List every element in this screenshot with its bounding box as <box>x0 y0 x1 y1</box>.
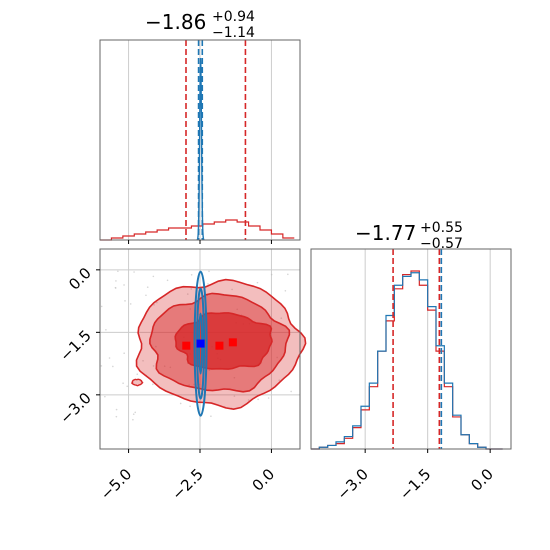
x-title-plus: +0.94 <box>212 9 255 25</box>
scatter-point <box>290 390 292 393</box>
scatter-point <box>256 281 259 284</box>
scatter-point <box>115 408 118 411</box>
scatter-point <box>190 273 193 276</box>
scatter-point <box>115 415 118 418</box>
red-marginal-histogram <box>100 219 295 241</box>
scatter-point <box>123 284 125 286</box>
y-marginal-tick-label: −1.5 <box>396 465 434 503</box>
y-marginal-frame <box>310 248 512 450</box>
scatter-point <box>142 359 144 362</box>
scatter-point <box>163 365 166 368</box>
red-marker <box>215 341 224 350</box>
scatter-point <box>193 383 195 386</box>
y-marginal-panel: −3.0 −1.5 0.0 <box>310 248 512 504</box>
scatter-point <box>233 395 236 397</box>
scatter-point <box>152 275 155 278</box>
x-marginal-title: −1.86 +0.94 −1.14 <box>145 9 255 41</box>
blue-marker <box>196 339 205 348</box>
red-y-histogram <box>311 270 503 450</box>
scatter-point <box>133 271 135 273</box>
scatter-point <box>124 300 126 302</box>
scatter-point <box>114 286 117 289</box>
scatter-point <box>287 273 289 276</box>
joint-y-tick-label: 0.0 <box>65 264 95 294</box>
scatter-point <box>270 273 273 276</box>
scatter-point <box>156 301 158 304</box>
scatter-point <box>112 365 114 368</box>
joint-x-tick-label: 0.0 <box>249 465 279 495</box>
joint-contour-panel: −5.0 −2.5 0.0 0.0 −1.5 −3.0 <box>56 248 307 504</box>
y-marginal-tick-label: −3.0 <box>334 465 372 503</box>
scatter-point <box>145 294 147 297</box>
scatter-point <box>207 283 209 285</box>
blue-marginal-histogram <box>196 57 205 241</box>
blue-contour-outer <box>193 270 208 417</box>
scatter-point <box>132 413 135 416</box>
scatter-point <box>126 385 129 388</box>
joint-x-tick-label: −2.5 <box>168 465 206 503</box>
y-marginal-tick-label: 0.0 <box>467 465 497 495</box>
scatter-point <box>247 399 250 401</box>
scatter-point <box>280 317 283 319</box>
scatter-point <box>129 303 132 305</box>
scatter-point <box>122 382 124 385</box>
x-title-minus: −1.14 <box>212 25 255 41</box>
scatter-point <box>233 376 236 379</box>
scatter-point <box>115 280 117 282</box>
scatter-point <box>134 411 137 414</box>
scatter-point <box>189 405 191 408</box>
scatter-point <box>108 357 111 359</box>
joint-y-tick-label: −3.0 <box>56 389 94 427</box>
scatter-point <box>152 383 154 386</box>
y-title-value: −1.77 <box>355 221 416 245</box>
blue-y-histogram <box>311 272 503 450</box>
x-marginal-panel <box>99 39 301 244</box>
joint-x-tick-label: −5.0 <box>97 465 135 503</box>
scatter-point <box>153 304 155 306</box>
scatter-point <box>179 402 182 405</box>
scatter-point <box>278 379 281 381</box>
scatter-point <box>169 366 172 369</box>
scatter-point <box>190 288 193 290</box>
scatter-point <box>236 308 238 311</box>
scatter-point <box>100 305 103 308</box>
scatter-point <box>155 345 157 348</box>
scatter-point <box>276 356 278 359</box>
scatter-point <box>104 395 106 398</box>
y-title-plus: +0.55 <box>420 220 463 236</box>
scatter-point <box>284 289 287 292</box>
y-marginal-title: −1.77 +0.55 −0.57 <box>355 220 463 252</box>
joint-y-tick-label: −1.5 <box>56 326 94 364</box>
scatter-point <box>117 270 119 273</box>
scatter-point <box>188 384 190 386</box>
scatter-point <box>132 418 134 421</box>
scatter-point <box>210 415 212 418</box>
scatter-point <box>257 398 259 401</box>
scatter-point <box>146 286 149 289</box>
scatter-point <box>267 397 270 399</box>
x-title-value: −1.86 <box>145 10 206 34</box>
scatter-point <box>198 383 201 386</box>
scatter-point <box>208 369 211 372</box>
scatter-point <box>166 279 169 282</box>
scatter-point <box>189 308 192 310</box>
red-marker <box>228 338 237 347</box>
red-marker <box>182 341 191 350</box>
red-contour-island <box>131 378 144 387</box>
scatter-point <box>136 373 139 376</box>
scatter-point <box>105 328 107 331</box>
scatter-point <box>186 293 189 295</box>
scatter-point <box>123 352 125 354</box>
scatter-point <box>208 270 210 273</box>
y-title-minus: −0.57 <box>420 236 463 252</box>
scatter-point <box>100 365 103 367</box>
scatter-point <box>231 288 233 291</box>
scatter-point <box>152 365 155 367</box>
